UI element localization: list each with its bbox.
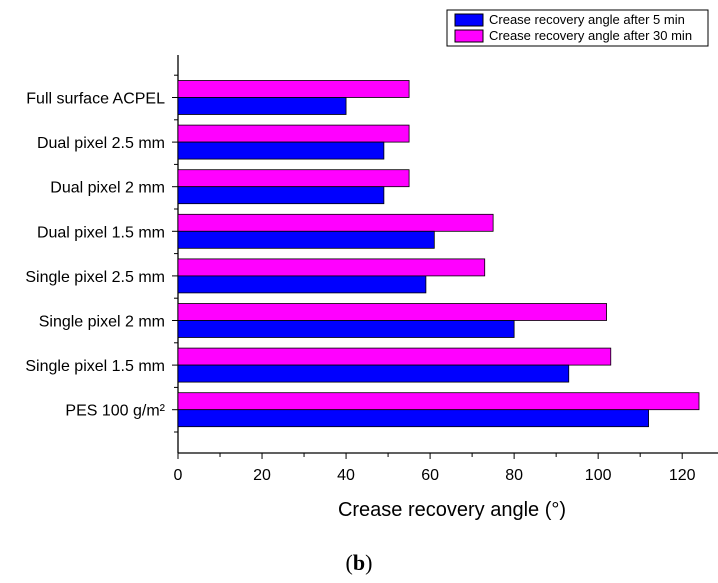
x-axis-title: Crease recovery angle (°) <box>338 499 566 521</box>
bar-5min <box>177 275 427 294</box>
bar-5min <box>177 97 347 115</box>
legend-box <box>446 9 709 47</box>
bar-30min <box>177 392 700 411</box>
legend-label-30min: Crease recovery angle after 30 min <box>489 28 692 43</box>
x-tick-label: 100 <box>585 467 612 484</box>
caption-close: ) <box>365 550 373 575</box>
caption-letter: b <box>352 550 366 575</box>
bar-5min <box>177 409 649 428</box>
bar-5min <box>177 186 385 205</box>
bar-30min <box>177 124 410 143</box>
bar-30min <box>177 80 410 98</box>
x-tick-label: 120 <box>669 467 696 484</box>
x-tick-label: 40 <box>337 467 355 484</box>
bar-30min <box>177 213 494 232</box>
category-label: Single pixel 1.5 mm <box>25 358 165 375</box>
category-label: Single pixel 2.5 mm <box>25 269 165 286</box>
bar-30min <box>177 169 410 188</box>
chart-axes <box>172 55 718 454</box>
category-labels: Full surface ACPEL Dual pixel 2.5 mm Dual … <box>25 91 165 420</box>
legend: Crease recovery angle after 5 min Crease… <box>446 9 709 47</box>
x-tick-label: 60 <box>421 467 439 484</box>
category-label: Dual pixel 1.5 mm <box>37 224 165 241</box>
bar-5min <box>177 364 570 383</box>
bar-5min <box>177 141 385 160</box>
legend-swatch-5min <box>454 13 484 27</box>
chart-bars <box>177 80 700 428</box>
bar-30min <box>177 303 607 321</box>
x-tick-label: 80 <box>505 467 523 484</box>
x-tick-label: 20 <box>253 467 271 484</box>
category-label: Dual pixel 2.5 mm <box>37 135 165 152</box>
x-tick-label: 0 <box>174 467 183 484</box>
caption-open: ( <box>345 550 353 575</box>
legend-label-5min: Crease recovery angle after 5 min <box>489 12 685 27</box>
legend-swatch-30min <box>454 29 484 43</box>
category-label: Full surface ACPEL <box>26 91 165 108</box>
category-label: PES 100 g/m² <box>65 403 165 420</box>
bar-30min <box>177 258 486 277</box>
category-label: Single pixel 2 mm <box>39 314 165 331</box>
category-label: Dual pixel 2 mm <box>50 180 165 197</box>
figure-caption: (b) <box>0 550 718 576</box>
bar-30min <box>177 347 612 366</box>
bar-5min <box>177 320 515 338</box>
bar-5min <box>177 230 435 249</box>
x-ticks: 0 20 40 60 80 100 120 <box>174 453 696 484</box>
